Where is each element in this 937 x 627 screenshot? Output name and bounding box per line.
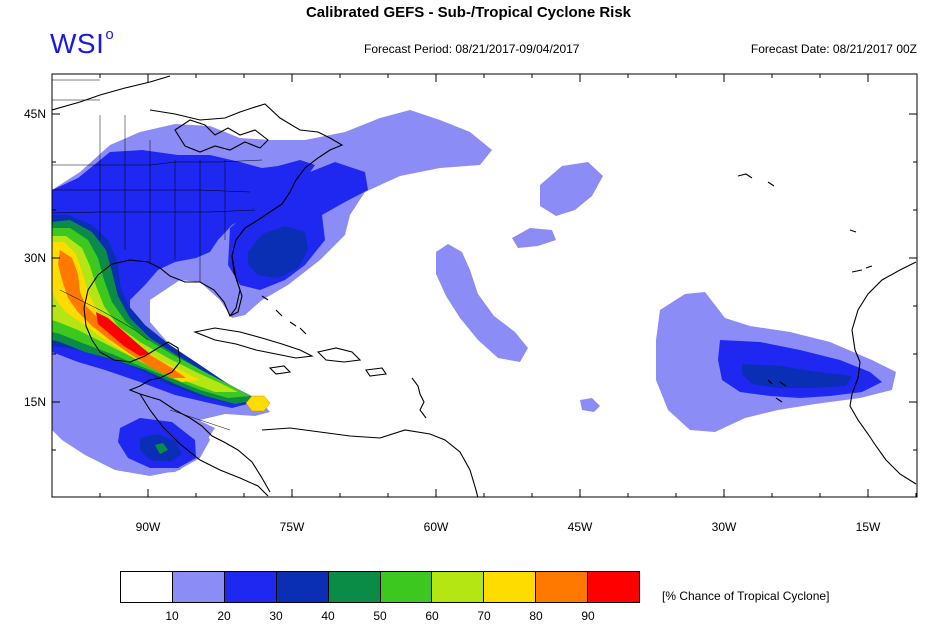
storm-marker [245,395,271,412]
contour-10-central-atlantic-arc [436,244,528,362]
wsi-logo: WSIo [50,26,115,60]
africa-west [849,261,917,485]
bahamas [261,295,307,335]
risk-contours [52,110,896,476]
contour-40-gulf-core [155,443,168,454]
legend-tick-label: 90 [581,609,595,623]
legend-swatch [588,572,640,602]
lat-label-15n: 15N [24,395,46,409]
logo-mark: o [105,26,115,43]
axis-ticks [52,74,917,497]
contour-80 [58,250,186,378]
canary-islands [851,265,873,273]
legend-ticks: 10 20 30 40 50 60 70 80 90 [120,609,640,625]
legend-tick-label: 80 [529,609,543,623]
forecast-date: Forecast Date: 08/21/2017 00Z [750,42,917,56]
jamaica [268,365,292,375]
legend-swatch [121,572,173,602]
contour-10-small-atlantic [580,398,600,412]
contour-10-central-atlantic-small [512,228,556,248]
coastlines [52,75,917,497]
lat-label-30n: 30N [24,251,46,265]
legend-tick-label: 30 [269,609,283,623]
azores [737,173,775,187]
lon-label-60w: 60W [424,520,449,534]
legend-swatch [484,572,537,602]
legend-swatch [224,572,277,602]
legend-swatch [536,572,589,602]
contour-90 [96,312,150,356]
forecast-period: Forecast Period: 08/21/2017-09/04/2017 [364,42,580,56]
logo-text: WSI [50,28,105,59]
legend-swatch [172,572,225,602]
political-borders [52,79,263,431]
chart-title: Calibrated GEFS - Sub-/Tropical Cyclone … [305,4,632,21]
lon-label-45w: 45W [568,520,593,534]
legend-swatch [380,572,433,602]
legend-tick-label: 40 [321,609,335,623]
contour-30-atlantic-coast [248,226,308,278]
great-lakes [174,119,269,153]
puerto-rico [365,367,387,377]
cuba [193,327,314,359]
legend-tick-label: 50 [373,609,387,623]
legend-tick-label: 10 [165,609,179,623]
legend-tick-label: 20 [217,609,231,623]
legend-tick-label: 70 [477,609,491,623]
legend-tick-label: 60 [425,609,439,623]
cape-verde-islands [767,379,787,403]
legend-swatch [276,572,329,602]
contour-40 [52,220,258,404]
legend-colorbar [120,571,640,603]
madeira [849,229,857,233]
lon-label-90w: 90W [136,520,161,534]
legend-label: [% Chance of Tropical Cyclone] [662,589,830,603]
lesser-antilles [411,377,427,419]
us-east-coast [52,75,344,493]
contour-10-central-atlantic-north [540,162,603,216]
lat-label-45n: 45N [24,107,46,121]
florida [229,255,243,317]
lon-label-15w: 15W [856,520,881,534]
central-america [139,393,269,497]
lon-label-75w: 75W [280,520,305,534]
legend-swatch [432,572,485,602]
lon-label-30w: 30W [712,520,737,534]
hispaniola [316,347,362,363]
legend-swatch [328,572,381,602]
south-america [261,427,479,497]
